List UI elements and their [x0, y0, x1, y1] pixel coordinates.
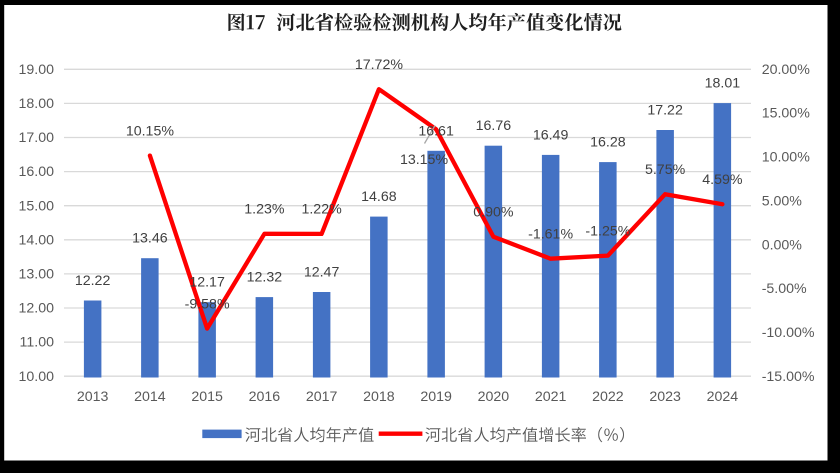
svg-text:16.49: 16.49 [533, 127, 569, 143]
svg-text:2014: 2014 [134, 389, 166, 405]
svg-text:2013: 2013 [77, 389, 109, 405]
svg-text:2019: 2019 [420, 389, 452, 405]
svg-text:2024: 2024 [707, 389, 739, 405]
svg-text:16.61: 16.61 [418, 123, 454, 139]
svg-text:14.68: 14.68 [361, 189, 397, 205]
svg-text:16.00: 16.00 [18, 164, 54, 180]
svg-text:-1.25%: -1.25% [585, 223, 630, 239]
svg-text:11.00: 11.00 [20, 335, 55, 351]
svg-text:10.15%: 10.15% [126, 123, 175, 139]
svg-text:13.46: 13.46 [132, 231, 168, 247]
svg-text:12.32: 12.32 [247, 270, 283, 286]
svg-text:12.47: 12.47 [304, 265, 340, 281]
svg-text:13.15%: 13.15% [400, 152, 449, 168]
svg-text:18.01: 18.01 [705, 76, 741, 92]
svg-text:2022: 2022 [592, 389, 624, 405]
svg-text:17.00: 17.00 [18, 130, 54, 146]
svg-text:5.75%: 5.75% [645, 162, 686, 178]
svg-text:-10.00%: -10.00% [762, 325, 815, 341]
svg-text:2023: 2023 [649, 389, 681, 405]
svg-text:19.00: 19.00 [18, 62, 54, 78]
svg-text:2021: 2021 [535, 389, 567, 405]
svg-text:10.00%: 10.00% [762, 150, 811, 166]
svg-text:15.00%: 15.00% [762, 106, 811, 122]
svg-text:16.76: 16.76 [476, 118, 512, 134]
svg-text:10.00: 10.00 [18, 369, 54, 385]
svg-text:5.00%: 5.00% [762, 193, 803, 209]
svg-text:14.00: 14.00 [18, 232, 54, 248]
svg-text:16.28: 16.28 [590, 135, 626, 151]
svg-text:1.23%: 1.23% [244, 202, 285, 218]
svg-text:0.90%: 0.90% [473, 204, 514, 220]
svg-text:18.00: 18.00 [18, 96, 54, 112]
svg-text:-1.61%: -1.61% [528, 226, 573, 242]
svg-text:2017: 2017 [306, 389, 338, 405]
svg-text:2018: 2018 [363, 389, 395, 405]
svg-text:2015: 2015 [191, 389, 223, 405]
svg-text:17.72%: 17.72% [355, 57, 404, 73]
svg-text:20.00%: 20.00% [762, 62, 811, 78]
svg-text:12.00: 12.00 [18, 301, 54, 317]
svg-text:1.22%: 1.22% [301, 202, 342, 218]
svg-text:13.00: 13.00 [18, 267, 54, 283]
svg-text:17.22: 17.22 [647, 103, 683, 119]
svg-text:-9.58%: -9.58% [185, 296, 230, 312]
svg-text:-15.00%: -15.00% [762, 369, 815, 385]
svg-text:15.00: 15.00 [18, 198, 54, 214]
svg-text:12.17: 12.17 [189, 275, 225, 291]
svg-text:0.00%: 0.00% [762, 237, 803, 253]
svg-text:2020: 2020 [478, 389, 510, 405]
svg-text:12.22: 12.22 [75, 273, 111, 289]
svg-text:4.59%: 4.59% [702, 172, 743, 188]
svg-text:-5.00%: -5.00% [762, 281, 807, 297]
svg-text:2016: 2016 [249, 389, 281, 405]
